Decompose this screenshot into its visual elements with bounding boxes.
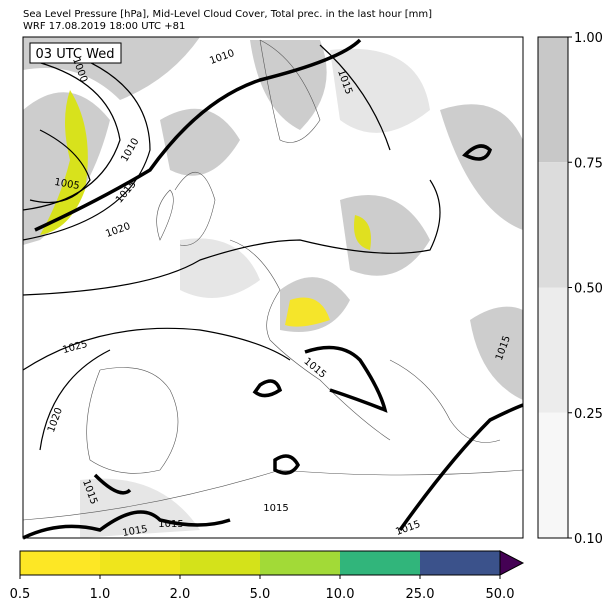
contour-label: 1015 xyxy=(158,519,183,530)
precip-colorbar: 0.5 1.0 2.0 5.0 10.0 25.0 50.0 xyxy=(10,550,525,602)
colorbar-tick-label: 10.0 xyxy=(326,587,355,602)
colorbar-tick-label: 0.10 xyxy=(574,532,603,547)
colorbar-segment xyxy=(538,37,568,163)
colorbar-tick-label: 25.0 xyxy=(406,587,435,602)
contour-label: 1005 xyxy=(53,177,80,192)
colorbar-tick-label: 1.0 xyxy=(90,587,111,602)
colorbar-tick-label: 0.75 xyxy=(574,156,603,171)
colorbar-tick-label: 1.00 xyxy=(574,31,603,46)
colorbar-segment xyxy=(420,551,501,575)
colorbar-segment xyxy=(538,412,568,538)
contour-label: 1015 xyxy=(122,524,149,539)
colorbar-extend xyxy=(499,550,525,576)
colorbar-tick-label: 0.5 xyxy=(10,587,31,602)
contour-label: 1015 xyxy=(263,503,288,514)
colorbar-tick-label: 2.0 xyxy=(170,587,191,602)
colorbar-segment xyxy=(340,551,421,575)
colorbar-tick-label: 0.25 xyxy=(574,407,603,422)
colorbar-tick-label: 0.50 xyxy=(574,282,603,297)
colorbar-tick-label: 5.0 xyxy=(250,587,271,602)
map-area: 03 UTC Wed 1000 1010100510101015102010151… xyxy=(22,36,524,540)
cloud-colorbar: 1.00 0.75 0.50 0.25 0.10 xyxy=(537,31,603,547)
time-label: 03 UTC Wed xyxy=(36,47,115,62)
colorbar-segment xyxy=(260,551,341,575)
colorbar-segment xyxy=(538,287,568,413)
colorbar-segment xyxy=(180,551,261,575)
colorbar-segment xyxy=(100,551,181,575)
colorbar-segment xyxy=(538,162,568,288)
colorbar-tick-label: 50.0 xyxy=(486,587,515,602)
subtitle-line: WRF 17.08.2019 18:00 UTC +81 xyxy=(23,21,185,32)
colorbar-segment xyxy=(20,551,101,575)
title-line: Sea Level Pressure [hPa], Mid-Level Clou… xyxy=(23,9,432,20)
